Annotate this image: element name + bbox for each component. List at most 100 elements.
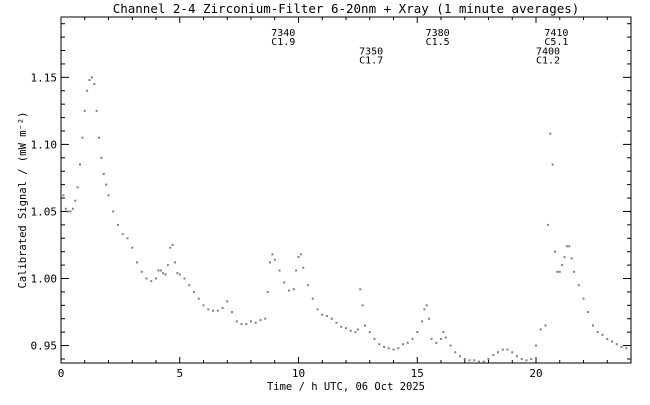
data-point: [421, 320, 423, 323]
data-point: [423, 308, 426, 311]
data-point: [601, 333, 604, 336]
data-point: [93, 83, 96, 86]
x-tick-label: 15: [411, 367, 424, 380]
data-point: [535, 344, 537, 347]
data-point: [326, 315, 328, 318]
data-point: [468, 359, 471, 362]
data-point: [506, 348, 509, 351]
data-point: [264, 317, 267, 320]
flare-id-label: 7380: [426, 28, 450, 39]
data-point: [64, 207, 67, 210]
data-point: [159, 269, 162, 272]
data-point: [430, 337, 433, 340]
data-point: [254, 321, 257, 324]
data-point: [235, 320, 238, 323]
data-point: [606, 337, 609, 340]
data-point: [354, 331, 357, 334]
data-point: [121, 233, 124, 236]
data-point: [88, 79, 91, 82]
data-point: [107, 194, 110, 197]
data-point: [345, 327, 347, 330]
data-point: [368, 331, 371, 334]
data-point: [202, 304, 205, 307]
data-point: [266, 290, 269, 293]
data-point: [570, 257, 573, 260]
data-point: [178, 273, 181, 276]
data-point: [221, 307, 224, 310]
data-point: [364, 324, 366, 327]
data-point: [556, 270, 559, 273]
data-point: [69, 210, 72, 213]
data-point: [330, 317, 333, 320]
data-point: [95, 109, 98, 112]
data-point: [544, 324, 547, 327]
flare-class-label: C1.2: [536, 56, 560, 67]
flare-class-label: C1.5: [426, 37, 450, 48]
data-point: [454, 351, 457, 354]
data-point: [611, 340, 613, 343]
data-point: [155, 277, 157, 280]
data-point: [212, 309, 214, 312]
data-point: [240, 323, 243, 326]
x-axis-label: Time / h UTC, 06 Oct 2025: [267, 381, 425, 393]
data-point: [551, 163, 554, 166]
data-point: [596, 331, 599, 334]
data-point: [295, 269, 298, 272]
data-point: [226, 300, 229, 303]
data-point: [278, 269, 281, 272]
x-tick-label: 5: [176, 367, 183, 380]
data-point: [573, 270, 575, 273]
flare-class-label: C5.1: [544, 37, 568, 48]
data-point: [157, 269, 160, 272]
data-point: [299, 253, 302, 256]
data-point: [554, 250, 556, 253]
data-point: [169, 246, 172, 249]
data-point: [361, 304, 364, 307]
data-point: [356, 328, 359, 331]
data-point: [188, 284, 191, 287]
data-point: [530, 357, 533, 360]
data-point: [563, 256, 566, 259]
data-point: [183, 277, 186, 280]
flare-id-label: 7340: [271, 28, 295, 39]
data-point: [81, 136, 84, 139]
data-point: [126, 237, 129, 240]
data-point: [402, 343, 404, 346]
data-point: [592, 324, 594, 327]
data-point: [383, 345, 385, 348]
flare-id-label: 7350: [359, 47, 383, 58]
data-point: [67, 210, 70, 213]
data-point: [71, 207, 74, 210]
data-point: [250, 320, 252, 323]
data-point: [86, 89, 89, 92]
data-point: [478, 360, 480, 363]
data-point: [482, 360, 485, 363]
x-tick-label: 0: [58, 367, 65, 380]
data-point: [283, 281, 286, 284]
data-points-layer: [60, 76, 632, 363]
data-point: [463, 357, 466, 360]
data-point: [425, 304, 428, 307]
data-point: [100, 156, 103, 159]
data-point: [442, 331, 445, 334]
data-point: [197, 297, 200, 300]
data-point: [302, 266, 305, 269]
data-point: [387, 347, 390, 350]
data-point: [546, 223, 549, 226]
data-point: [340, 325, 343, 328]
data-point: [561, 264, 564, 267]
y-tick-label: 1.15: [31, 71, 58, 84]
data-point: [516, 355, 518, 358]
ticks-layer: 0 5 10 15 20 0.95 1.00 1.05 1.10 1.15: [31, 17, 632, 380]
y-tick-label: 1.10: [31, 138, 58, 151]
data-point: [164, 273, 167, 276]
data-point: [497, 351, 499, 354]
data-point: [416, 331, 419, 334]
data-point: [392, 348, 395, 351]
y-tick-label: 1.05: [31, 205, 58, 218]
data-point: [271, 253, 274, 256]
data-point: [174, 261, 176, 264]
data-point: [511, 351, 514, 354]
data-point: [83, 109, 86, 112]
chart-title: Channel 2-4 Zirconium-Filter 6-20nm + Xr…: [113, 1, 580, 16]
